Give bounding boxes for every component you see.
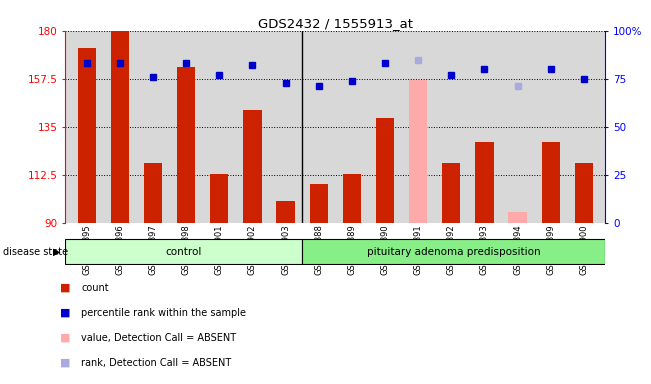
Bar (542, 142, 560, 223)
Bar (409, 80, 427, 223)
Bar (111, 31, 129, 223)
Text: value, Detection Call = ABSENT: value, Detection Call = ABSENT (81, 333, 236, 343)
Title: GDS2432 / 1555913_at: GDS2432 / 1555913_at (258, 17, 413, 30)
Bar (376, 118, 394, 223)
Text: disease state: disease state (3, 247, 68, 257)
Bar (475, 142, 493, 223)
Text: rank, Detection Call = ABSENT: rank, Detection Call = ABSENT (81, 358, 232, 368)
Bar (442, 163, 460, 223)
FancyBboxPatch shape (65, 240, 302, 264)
Text: pituitary adenoma predisposition: pituitary adenoma predisposition (367, 247, 540, 257)
Bar (77, 48, 96, 223)
Text: count: count (81, 283, 109, 293)
Bar (575, 163, 593, 223)
Bar (243, 110, 262, 223)
Bar (144, 163, 162, 223)
Text: ■: ■ (60, 283, 70, 293)
Text: ■: ■ (60, 358, 70, 368)
Bar (342, 174, 361, 223)
Bar (508, 212, 527, 223)
Bar (277, 201, 295, 223)
FancyBboxPatch shape (302, 240, 605, 264)
Text: percentile rank within the sample: percentile rank within the sample (81, 308, 246, 318)
Text: ■: ■ (60, 333, 70, 343)
Bar (210, 174, 229, 223)
Bar (310, 184, 328, 223)
Text: ▶: ▶ (53, 247, 61, 257)
Bar (177, 67, 195, 223)
Text: control: control (165, 247, 202, 257)
Text: ■: ■ (60, 308, 70, 318)
